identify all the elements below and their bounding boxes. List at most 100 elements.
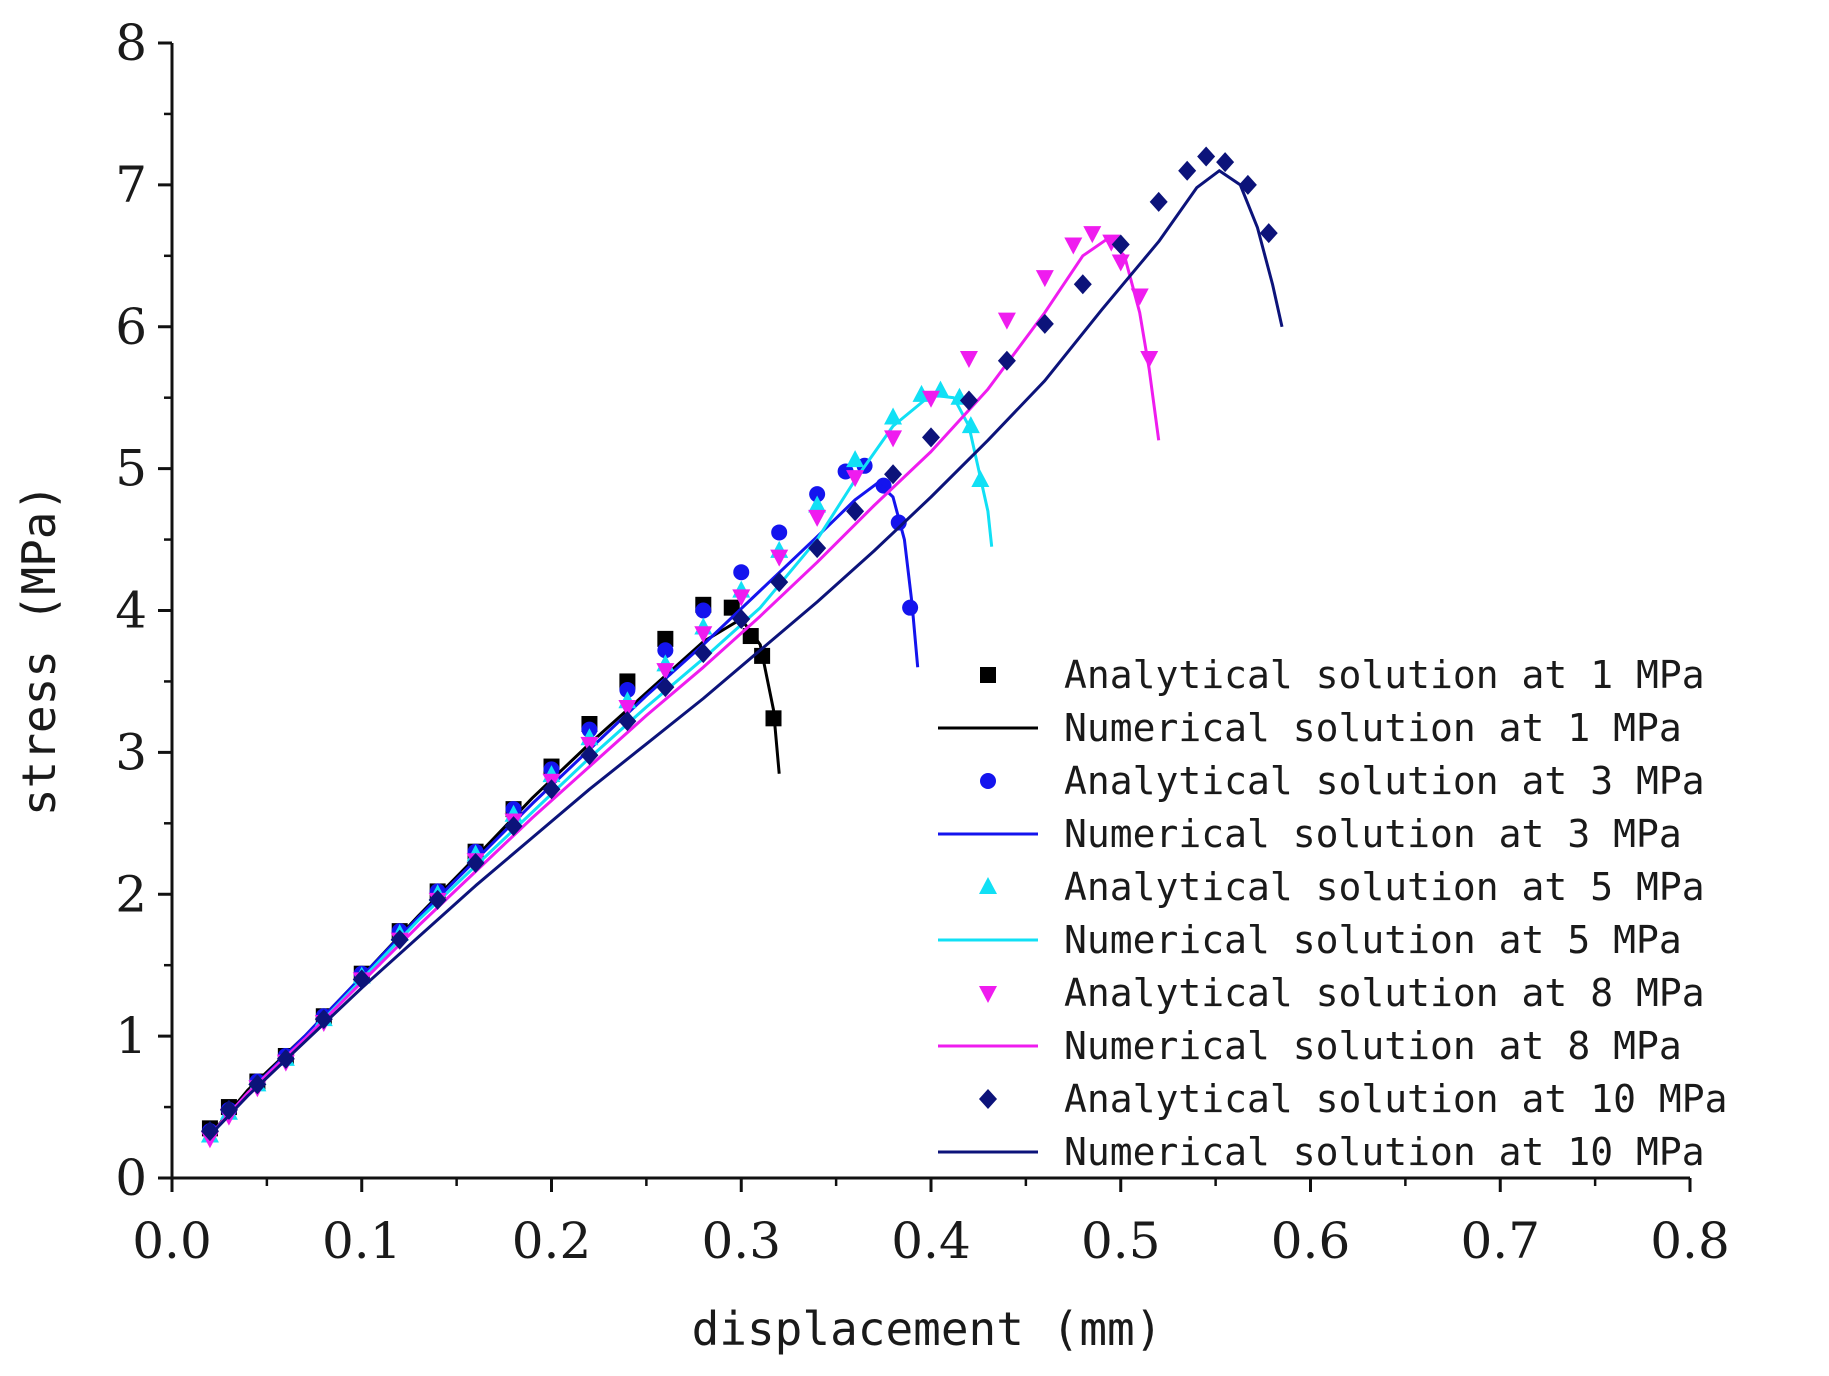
y-tick-label: 4	[115, 582, 147, 640]
data-point	[580, 745, 599, 766]
legend-label: Numerical solution at 3 MPa	[1064, 812, 1682, 856]
data-point	[959, 390, 978, 411]
legend-marker-swatch	[980, 773, 996, 789]
legend-label: Numerical solution at 5 MPa	[1064, 918, 1682, 962]
data-point	[1259, 223, 1278, 244]
data-point	[808, 538, 827, 559]
data-point	[902, 599, 919, 616]
data-point	[428, 889, 447, 910]
data-point	[884, 430, 903, 448]
data-point	[808, 495, 827, 513]
data-point	[1064, 237, 1083, 255]
series-line	[208, 393, 994, 1137]
data-point	[884, 464, 903, 485]
series-line	[208, 169, 1284, 1137]
y-tick-label: 0	[115, 1149, 147, 1207]
legend-label: Analytical solution at 5 MPa	[1064, 865, 1705, 909]
series-line	[208, 481, 920, 1137]
x-tick-label: 0.5	[1081, 1212, 1161, 1270]
data-point	[809, 486, 826, 503]
data-point	[657, 642, 674, 659]
data-point	[723, 599, 740, 616]
legend-label: Analytical solution at 3 MPa	[1064, 759, 1705, 803]
legend-entry: Analytical solution at 3 MPa	[980, 759, 1705, 803]
data-point	[656, 677, 675, 698]
legend-marker-swatch	[979, 1089, 997, 1109]
data-point	[248, 1074, 267, 1095]
data-point	[997, 350, 1016, 371]
y-tick-label: 1	[115, 1007, 147, 1065]
legend-entry: Analytical solution at 10 MPa	[979, 1077, 1727, 1121]
legend-entry: Analytical solution at 1 MPa	[980, 653, 1705, 697]
data-point	[657, 630, 674, 647]
data-point	[390, 929, 409, 950]
data-point	[656, 663, 675, 681]
x-tick-label: 0.7	[1460, 1212, 1540, 1270]
legend-label: Numerical solution at 10 MPa	[1064, 1130, 1705, 1174]
series-9	[208, 169, 1284, 1137]
data-point	[694, 626, 713, 644]
axes: 0.0 0.1 0.2 0.3 0.4 0.5 0.6 0.7 0.8 0 1 2 3 4 5 6 7 8	[115, 14, 1730, 1270]
data-point	[959, 350, 978, 368]
y-tick-label: 3	[115, 723, 147, 781]
data-point	[1035, 313, 1054, 334]
data-point	[1149, 191, 1168, 212]
data-point	[618, 699, 637, 717]
plot-area	[200, 146, 1284, 1149]
legend-entry: Numerical solution at 8 MPa	[938, 1024, 1682, 1068]
data-point	[219, 1099, 238, 1120]
legend-marker-swatch	[979, 986, 997, 1003]
data-point	[466, 853, 485, 874]
legend-entry: Analytical solution at 5 MPa	[979, 865, 1705, 909]
legend-entry: Numerical solution at 3 MPa	[938, 812, 1682, 856]
legend-label: Numerical solution at 8 MPa	[1064, 1024, 1682, 1068]
legend-entry: Numerical solution at 1 MPa	[938, 706, 1682, 750]
legend-label: Numerical solution at 1 MPa	[1064, 706, 1682, 750]
x-tick-label: 0.6	[1271, 1212, 1351, 1270]
legend-label: Analytical solution at 1 MPa	[1064, 653, 1705, 697]
data-point	[1197, 146, 1216, 167]
x-tick-label: 0.8	[1650, 1212, 1730, 1270]
data-point	[922, 390, 940, 408]
legend-label: Analytical solution at 10 MPa	[1064, 1077, 1727, 1121]
data-point	[742, 628, 759, 645]
series-8	[200, 146, 1278, 1142]
data-point	[1178, 160, 1197, 181]
data-point	[542, 779, 561, 800]
x-tick-label: 0.3	[701, 1212, 781, 1270]
data-point	[997, 312, 1016, 330]
legend-label: Analytical solution at 8 MPa	[1064, 971, 1705, 1015]
data-point	[770, 549, 789, 567]
data-point	[732, 609, 751, 630]
data-point	[618, 711, 637, 732]
data-point	[922, 427, 940, 448]
series-3	[208, 481, 920, 1137]
data-point	[846, 501, 865, 522]
data-point	[733, 564, 750, 581]
series-5	[208, 393, 994, 1137]
x-axis-title: displacement (mm)	[692, 1302, 1163, 1356]
y-tick-label: 6	[115, 298, 147, 356]
data-point	[846, 450, 865, 468]
data-point	[1035, 270, 1054, 288]
x-tick-label: 0.4	[891, 1212, 971, 1270]
data-point	[1140, 350, 1159, 368]
data-point	[1073, 274, 1092, 295]
data-point	[314, 1009, 333, 1030]
legend-entry: Numerical solution at 10 MPa	[938, 1130, 1705, 1174]
y-axis-title: stress (MPa)	[12, 484, 66, 816]
data-point	[770, 572, 789, 593]
legend-marker-swatch	[980, 667, 996, 683]
data-point	[504, 816, 523, 837]
y-tick-label: 5	[115, 440, 147, 498]
y-tick-label: 2	[115, 865, 147, 923]
data-point	[1111, 234, 1130, 255]
y-tick-label: 8	[115, 14, 147, 72]
data-point	[1216, 152, 1235, 173]
data-point	[771, 524, 788, 541]
legend-entry: Numerical solution at 5 MPa	[938, 918, 1682, 962]
data-point	[695, 602, 712, 619]
data-point	[694, 643, 713, 664]
data-point	[808, 509, 827, 527]
